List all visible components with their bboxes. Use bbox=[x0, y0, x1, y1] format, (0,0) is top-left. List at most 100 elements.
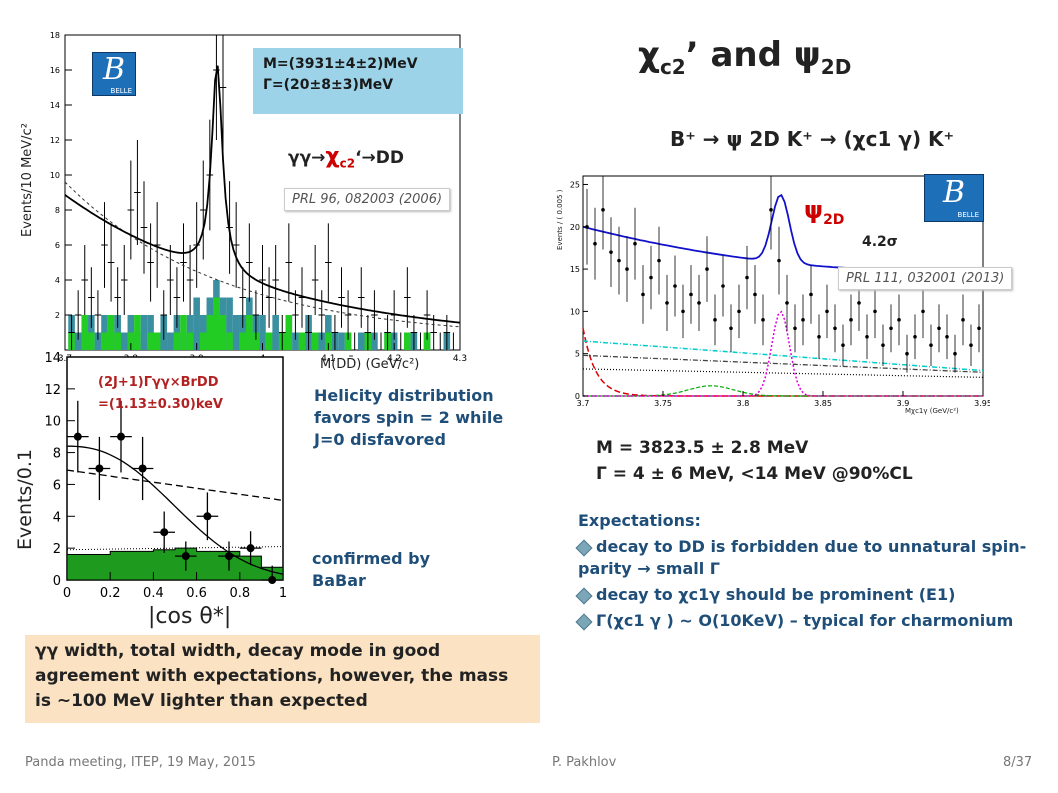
y-tick-label: 10 bbox=[50, 171, 60, 180]
hel-y-tick-label: 12 bbox=[44, 383, 61, 398]
expectation-item-3: Γ(χc1 γ ) ~ O(10KeV) – typical for charm… bbox=[575, 610, 1038, 632]
psi2d-peak-label: ψ2D bbox=[804, 196, 844, 228]
reference-2013: PRL 111, 032001 (2013) bbox=[838, 267, 1013, 290]
bg-teal-bar bbox=[167, 332, 174, 350]
right-data-point bbox=[625, 267, 629, 271]
title-sub: c2 bbox=[659, 54, 686, 79]
right-data-point bbox=[977, 326, 981, 331]
expectation-item-1: decay to DD is forbidden due to unnatura… bbox=[575, 536, 1038, 580]
bg-green-bar bbox=[404, 332, 411, 350]
right-data-point bbox=[681, 309, 685, 314]
bg-teal-bar bbox=[390, 332, 398, 350]
slide-title: χc2’ and ψ2D bbox=[638, 35, 851, 79]
bg-green-bar bbox=[81, 315, 89, 350]
right-y-tick-label: 5 bbox=[575, 350, 580, 359]
hel-x-tick-label: 0.4 bbox=[143, 586, 164, 601]
bg-teal-bar bbox=[371, 332, 378, 350]
right-data-point bbox=[593, 241, 597, 246]
helicity-data-point bbox=[181, 552, 190, 561]
helicity-plot: 0 2 4 6 8 10 12 14 0 0.2 0.4 0.6 0.8 1 bbox=[15, 345, 300, 630]
expectation-item-2: decay to χc1γ should be prominent (E1) bbox=[575, 584, 1038, 606]
hel-y-tick-label: 2 bbox=[53, 542, 61, 557]
belle-logo-right-letter: B bbox=[942, 175, 966, 210]
bg-teal-bar bbox=[74, 332, 82, 350]
helicity-data-point bbox=[160, 528, 169, 537]
bullet-icon bbox=[575, 587, 593, 604]
right-plot-x-label: Mχc1γ (GeV/c²) bbox=[905, 407, 959, 415]
bg-green-bar bbox=[285, 315, 293, 350]
fit-width: Γ=(20±8±3)MeV bbox=[263, 77, 394, 93]
cyan-background-curve bbox=[582, 340, 984, 372]
right-data-point bbox=[769, 208, 773, 212]
hel-y-tick-label: 14 bbox=[44, 351, 61, 366]
right-data-point bbox=[745, 275, 749, 280]
process-prefix: γγ→ bbox=[288, 148, 326, 168]
helicity-width-label: (2J+1)Γγγ×BrDD =(1.13±0.30)keV bbox=[98, 372, 223, 416]
hel-x-tick-label: 0 bbox=[63, 586, 71, 601]
bg-green-bar bbox=[173, 332, 181, 350]
footer-left: Panda meeting, ITEP, 19 May, 2015 bbox=[25, 755, 256, 770]
fit-mass: M=(3931±4±2)MeV bbox=[263, 56, 418, 72]
signal-peak-curve bbox=[583, 310, 983, 397]
black-background-curve bbox=[582, 368, 984, 378]
bg-teal-bar bbox=[292, 332, 299, 350]
fit-result-box: M=(3931±4±2)MeV Γ=(20±8±3)MeV bbox=[253, 48, 463, 114]
hel-x-tick-label: 0.6 bbox=[186, 586, 207, 601]
signal-fit-curve bbox=[64, 65, 461, 324]
right-data-point bbox=[833, 326, 837, 331]
process-suffix: ‘→DD bbox=[355, 148, 405, 168]
bg-green-bar bbox=[88, 332, 95, 350]
right-data-point bbox=[785, 301, 789, 305]
helicity-x-label: |cos θ*| bbox=[148, 604, 232, 629]
right-data-point bbox=[761, 318, 765, 322]
reference-2006: PRL 96, 082003 (2006) bbox=[284, 188, 451, 211]
hel-x-tick-label: 1 bbox=[279, 586, 287, 601]
bg-teal-bar bbox=[259, 315, 266, 350]
y-tick-label: 8 bbox=[55, 206, 60, 215]
right-data-point bbox=[793, 326, 797, 331]
right-data-point bbox=[609, 250, 613, 254]
y-tick-label: 6 bbox=[55, 241, 60, 250]
process-label: γγ→χc2‘→DD bbox=[288, 144, 404, 170]
spin0-curve bbox=[66, 469, 284, 502]
right-data-point bbox=[705, 267, 709, 271]
expectation-text-1: decay to DD is forbidden due to unnatura… bbox=[578, 537, 1027, 578]
bg-teal-bar bbox=[232, 315, 240, 350]
top-plot-y-label: Events/10 MeV/c² bbox=[20, 123, 35, 237]
x-tick-label: 4.3 bbox=[453, 354, 467, 364]
right-y-tick-label: 15 bbox=[570, 265, 580, 274]
bg-green-bar bbox=[252, 332, 260, 350]
right-data-point bbox=[721, 284, 725, 288]
top-plot-x-label: M(DD̄) (GeV/c²) bbox=[320, 357, 420, 372]
bg-green-bar bbox=[213, 297, 220, 350]
bg-green-bar bbox=[239, 332, 247, 350]
helicity-data-point bbox=[246, 544, 255, 553]
bg-green-bar bbox=[206, 315, 214, 350]
right-data-point bbox=[969, 343, 973, 348]
bg-green-bar bbox=[114, 332, 121, 350]
belle-logo-right-text: BELLE bbox=[957, 211, 979, 219]
mass-line: M = 3823.5 ± 2.8 MeV bbox=[596, 438, 809, 458]
bg-teal-bar bbox=[338, 332, 345, 350]
right-data-point bbox=[905, 351, 909, 356]
bg-green-bar bbox=[265, 332, 273, 350]
babar-note: confirmed by BaBar bbox=[312, 549, 431, 590]
helicity-data-point bbox=[268, 576, 277, 584]
right-data-point bbox=[689, 292, 693, 297]
right-y-tick-label: 25 bbox=[570, 180, 580, 189]
red-background-curve bbox=[582, 328, 983, 397]
right-data-point bbox=[913, 334, 917, 339]
bg-green-bar bbox=[107, 315, 115, 350]
background-fit-curve bbox=[64, 181, 461, 328]
right-data-point bbox=[889, 326, 893, 331]
right-data-point bbox=[801, 318, 805, 322]
bg-green-bar bbox=[298, 332, 306, 350]
bg-green-bar bbox=[180, 315, 187, 350]
y-tick-label: 2 bbox=[55, 311, 60, 320]
right-data-point bbox=[953, 351, 957, 356]
right-data-point bbox=[825, 309, 829, 314]
right-y-tick-label: 10 bbox=[570, 307, 580, 316]
peak-label-psi: ψ bbox=[804, 196, 824, 224]
right-x-tick-label: 3.7 bbox=[577, 399, 590, 408]
right-data-point bbox=[857, 301, 861, 305]
